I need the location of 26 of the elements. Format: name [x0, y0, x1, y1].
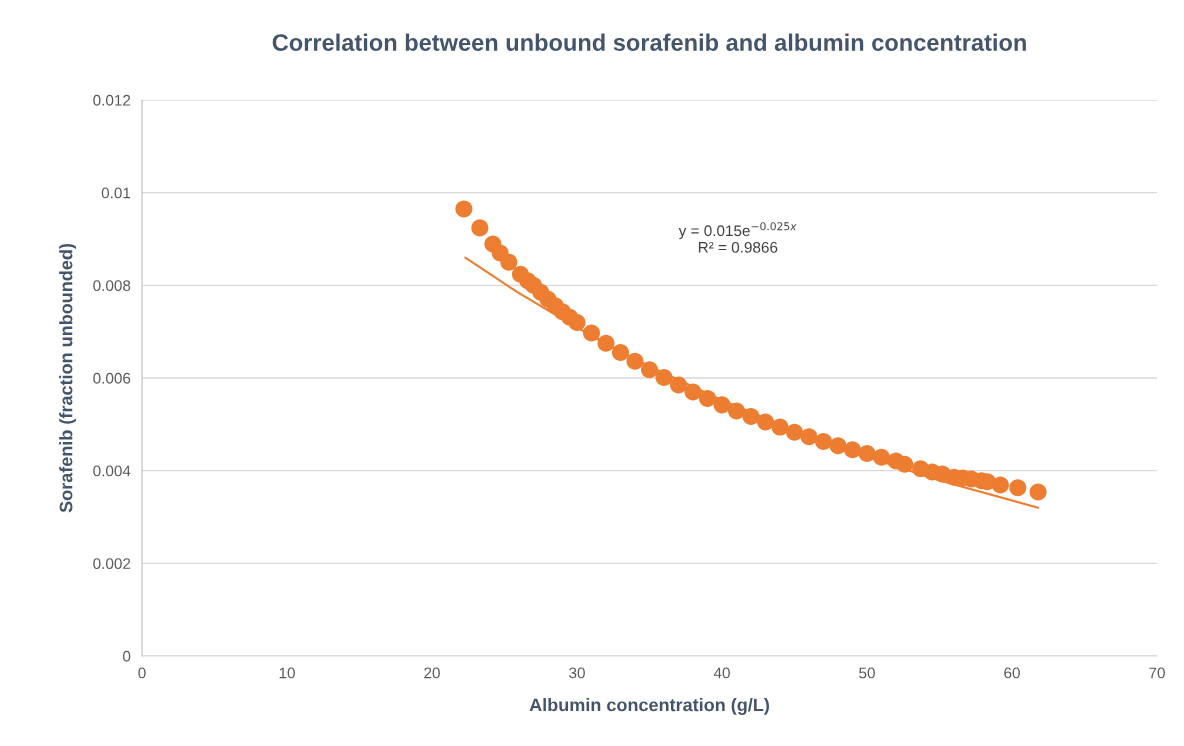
x-tick-label: 70: [1149, 667, 1165, 679]
x-tick-label: 60: [1004, 667, 1020, 679]
x-axis-title: Albumin concentration (g/L): [529, 698, 769, 715]
point: [471, 219, 489, 237]
chart-title: Correlation between unbound sorafenib and albumin concentration: [272, 33, 1026, 51]
y-tick-label: 0.004: [93, 465, 131, 477]
y-tick-label: 0: [122, 650, 131, 662]
x-tick-label: 40: [713, 667, 730, 679]
x-tick-label: 30: [569, 667, 585, 679]
point: [500, 253, 518, 271]
line-series: [464, 256, 1040, 509]
y-tick-label: 0.006: [93, 372, 131, 384]
annotation: y = 0.015e$^{−0.025x}$ R² = 0.9866: [678, 222, 797, 253]
x-tick-label: 20: [424, 667, 440, 679]
x-tick-label: 50: [859, 667, 875, 679]
point: [1029, 483, 1047, 501]
x-tick-label: 0: [138, 667, 146, 679]
x-tick-label: 10: [279, 667, 295, 679]
point: [455, 200, 473, 218]
y-axis-title: Sorafenib (fraction unbounded): [59, 243, 76, 513]
y-tick-label: 0.002: [93, 558, 131, 570]
y-tick-label: 0.012: [93, 94, 131, 106]
y-tick-label: 0.01: [101, 187, 131, 199]
point: [991, 476, 1009, 494]
point: [1009, 479, 1027, 497]
y-tick-label: 0.008: [93, 280, 131, 292]
